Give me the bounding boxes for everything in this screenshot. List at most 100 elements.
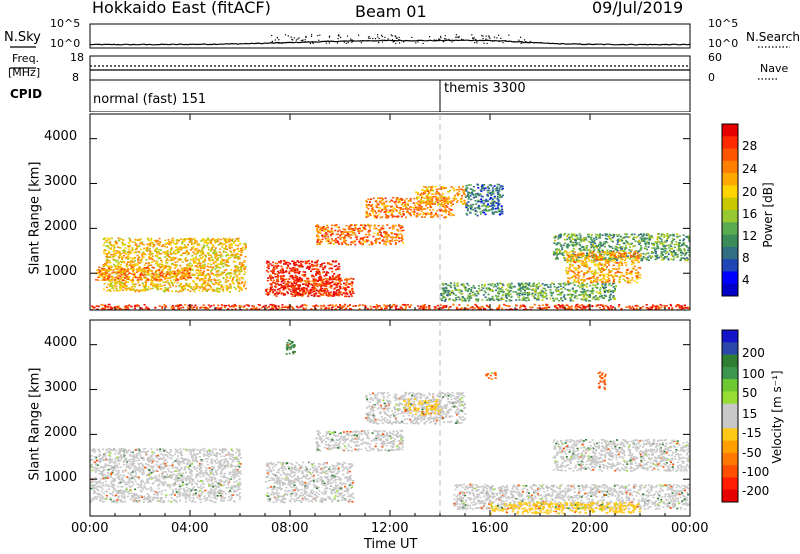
power-cell [226, 286, 229, 288]
power-cell [128, 276, 131, 278]
power-cell [483, 184, 486, 186]
power-cell [607, 258, 610, 260]
power-cell [343, 241, 346, 244]
power-cell [166, 251, 169, 254]
power-cell [133, 257, 136, 259]
power-cell [318, 243, 321, 245]
power-cell [611, 247, 614, 250]
power-cell [119, 288, 122, 290]
power-cell [566, 235, 569, 238]
power-cell [318, 270, 321, 273]
nsearch-dot [422, 42, 424, 44]
power-cell [151, 280, 154, 283]
power-cell [335, 291, 338, 293]
power-cell [147, 249, 150, 252]
power-cell [589, 251, 592, 253]
nsearch-dot [462, 39, 464, 41]
power-cell [287, 264, 289, 266]
power-cell [465, 202, 468, 205]
power-cell [132, 280, 135, 283]
power-cell [395, 205, 398, 207]
power-cell [354, 227, 357, 230]
power-cell [675, 256, 678, 258]
power-cell [207, 263, 210, 265]
power-cell [153, 260, 156, 262]
power-cell [432, 208, 435, 211]
power-cell [443, 199, 446, 201]
power-cell [213, 283, 216, 286]
power-cell [226, 258, 229, 261]
power-cell [407, 204, 409, 206]
nsearch-dot [340, 36, 342, 38]
power-cell [290, 284, 293, 287]
power-cell [543, 284, 546, 287]
power-cell [111, 281, 114, 284]
power-cell [478, 208, 481, 210]
power-cell [140, 271, 143, 273]
power-cell [187, 284, 190, 287]
power-cell [151, 258, 154, 260]
power-cell [536, 287, 539, 290]
nsearch-dot [417, 41, 419, 43]
power-cell [174, 276, 177, 278]
power-cell [201, 286, 204, 289]
power-cell [315, 268, 318, 270]
power-cell [437, 204, 439, 206]
power-cell [154, 283, 157, 286]
power-cell [459, 289, 462, 292]
power-cell [384, 213, 387, 216]
power-cell [638, 241, 641, 243]
power-cell [560, 288, 563, 290]
power-cell [501, 187, 504, 190]
power-cell [292, 291, 295, 293]
power-cell [238, 290, 241, 292]
power-cell [552, 291, 555, 294]
power-cell [424, 202, 427, 204]
power-cell [610, 245, 613, 248]
power-cell [422, 212, 425, 214]
power-cell [202, 267, 205, 270]
power-cell [331, 277, 334, 280]
power-cell [315, 227, 318, 230]
nsearch-dot [518, 39, 520, 41]
nsearch-dot [358, 34, 360, 36]
power-cell [137, 261, 140, 264]
power-cell [138, 269, 141, 272]
power-cell [562, 252, 565, 254]
power-cell [462, 284, 465, 287]
power-cell [269, 277, 272, 280]
power-cell [487, 206, 490, 208]
power-cell [391, 214, 394, 216]
power-cell [568, 297, 571, 299]
power-cell [486, 194, 489, 197]
power-cell [596, 234, 599, 236]
power-cell [655, 255, 658, 258]
power-cell [187, 263, 190, 266]
power-cell [296, 269, 299, 272]
power-cell [472, 285, 475, 287]
power-cell [106, 272, 109, 275]
nsearch-dot [337, 34, 340, 36]
power-cell [466, 205, 469, 207]
power-cell [619, 235, 622, 238]
power-cell [192, 246, 195, 248]
power-cell [222, 251, 225, 253]
power-cell [557, 293, 560, 296]
power-cell [109, 243, 112, 246]
power-cell [330, 263, 333, 266]
power-cell [522, 297, 525, 300]
power-cell [491, 198, 494, 201]
power-cell [147, 265, 149, 268]
power-cell [392, 224, 395, 227]
nsearch-dot [393, 40, 395, 42]
power-cell [198, 271, 201, 274]
power-cell [384, 216, 387, 219]
nsearch-dot [455, 34, 457, 36]
power-cell [664, 252, 667, 255]
power-cell [151, 252, 154, 255]
power-cell [516, 292, 519, 295]
nsky-trace [89, 39, 691, 46]
power-cell [344, 283, 347, 286]
power-cell [186, 253, 189, 256]
power-cell [500, 188, 503, 191]
